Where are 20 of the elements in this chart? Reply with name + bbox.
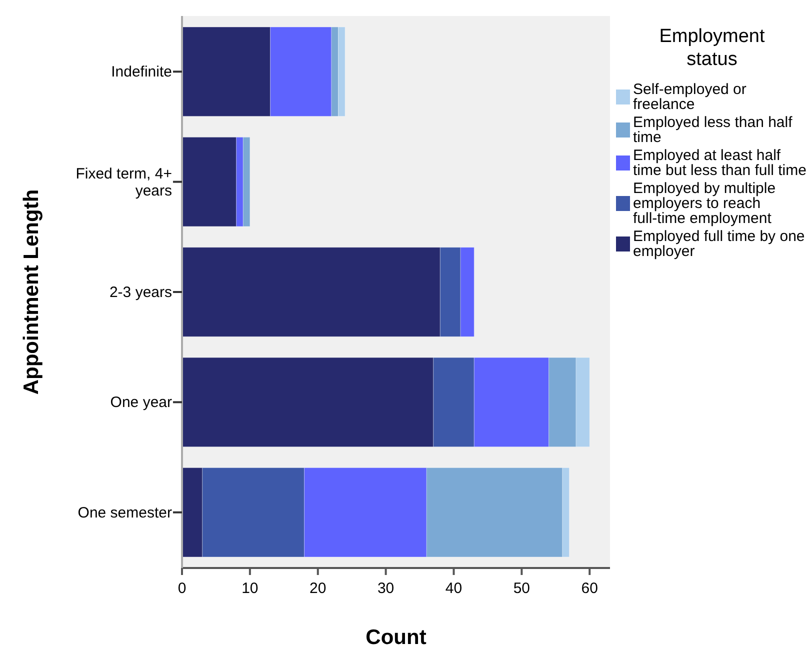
x-tick-label: 20	[310, 580, 326, 597]
x-tick-label: 0	[178, 580, 186, 597]
legend-label: Employed full time by one employer	[633, 228, 805, 260]
y-axis-title: Appointment Length	[20, 189, 43, 395]
y-tick-label: Indefinite	[111, 64, 172, 81]
y-tick-label: 2-3 years	[109, 284, 172, 301]
x-tick-label: 50	[513, 580, 530, 597]
x-axis-title: Count	[366, 626, 426, 646]
y-tick-label: One year	[110, 394, 172, 412]
legend-label: Employed by multiple employers to reach full-time employment	[633, 180, 776, 227]
legend-title: Employment status	[659, 26, 766, 70]
legend-label: Self-employed or freelance	[633, 81, 746, 113]
x-tick-label: 10	[242, 580, 258, 597]
x-tick-label: 40	[445, 580, 462, 597]
legend-label: Employed at least half time but less than full time	[633, 147, 806, 179]
x-tick-label: 30	[377, 580, 394, 597]
y-tick-label: Fixed term, 4+ years	[76, 165, 172, 200]
legend-label: Employed less than half time	[633, 114, 794, 146]
x-tick-label: 60	[581, 580, 598, 597]
y-tick-label: One semester	[78, 504, 172, 522]
